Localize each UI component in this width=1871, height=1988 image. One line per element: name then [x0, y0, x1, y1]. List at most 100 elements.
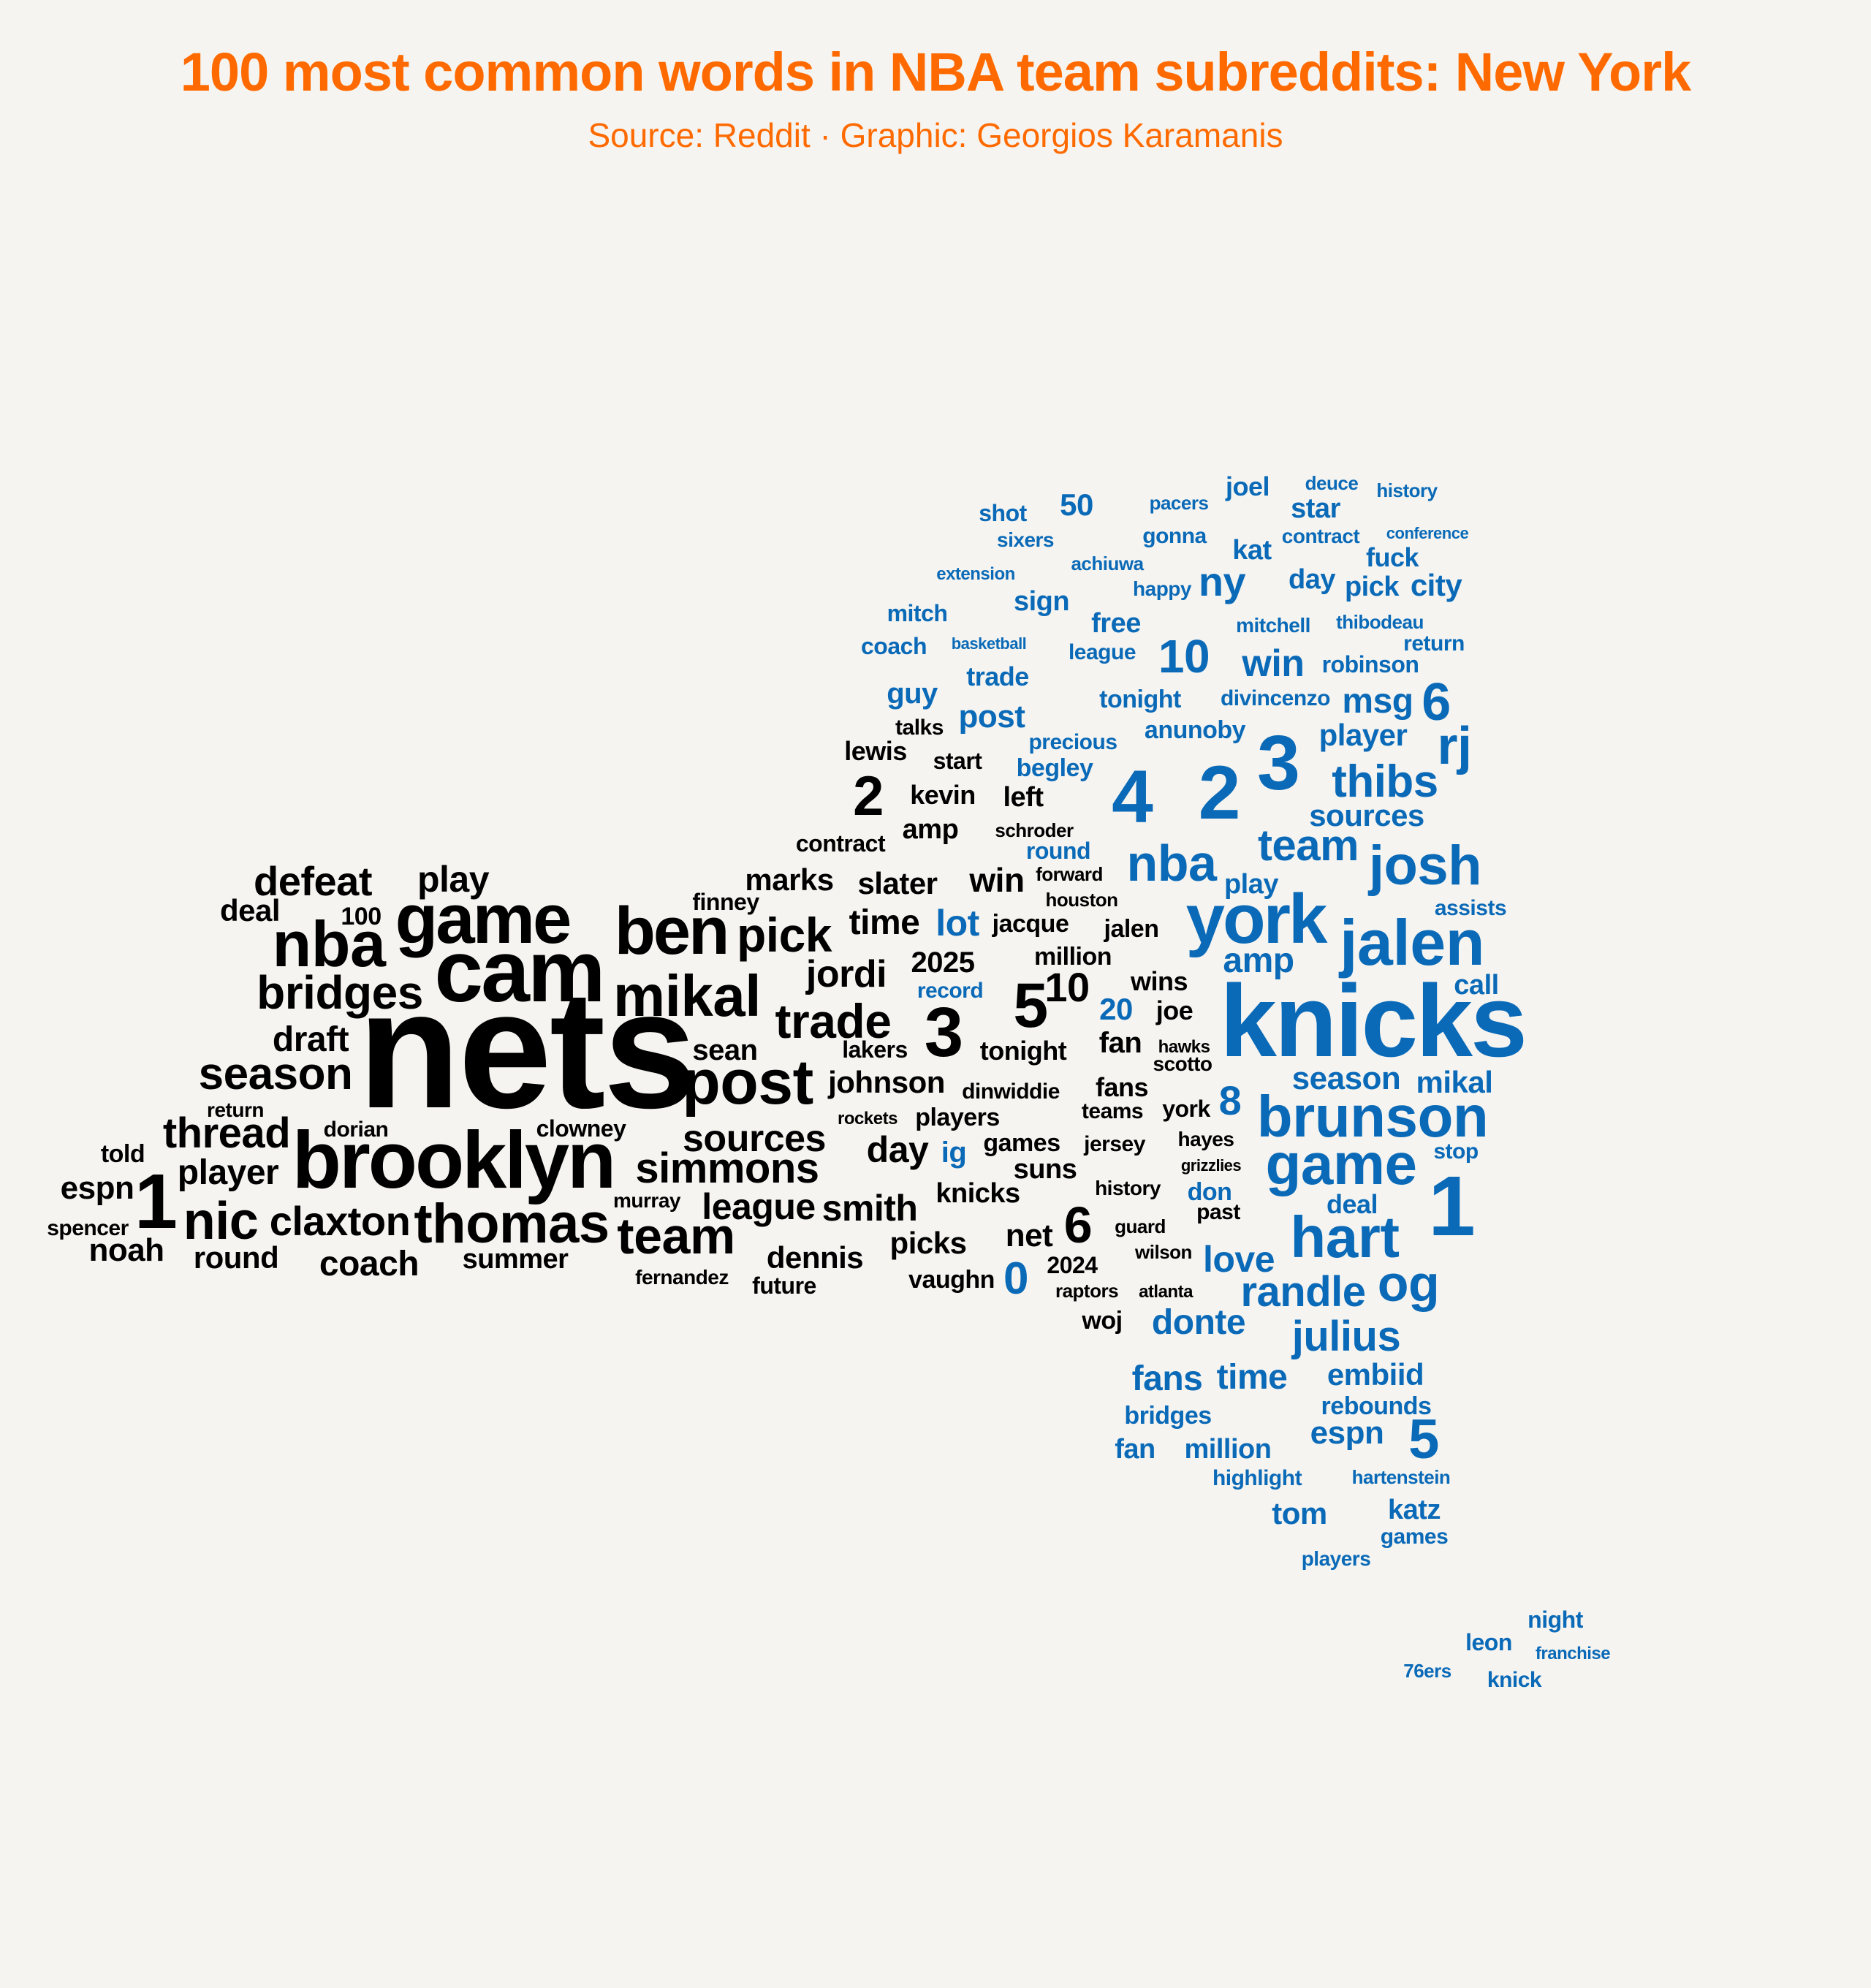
word-nets-play: play: [417, 859, 490, 900]
word-knicks-round: round: [1026, 838, 1090, 864]
word-knicks-record: record: [917, 979, 983, 1003]
word-nets-teams: teams: [1082, 1099, 1143, 1123]
word-knicks-franchise: franchise: [1536, 1644, 1610, 1663]
word-nets-forward: forward: [1036, 863, 1103, 885]
word-knicks-katz: katz: [1388, 1495, 1441, 1525]
word-nets-grizzlies: grizzlies: [1181, 1156, 1242, 1175]
word-knicks-free: free: [1091, 608, 1141, 639]
word-nets-trade: trade: [775, 994, 892, 1048]
word-knicks-fan: fan: [1115, 1434, 1155, 1465]
word-knicks-guy: guy: [887, 678, 938, 710]
word-nets-lakers: lakers: [842, 1036, 908, 1063]
word-nets-2: 2: [853, 765, 884, 827]
word-nets-marks: marks: [745, 862, 833, 897]
word-nets-fans: fans: [1096, 1072, 1148, 1102]
word-nets-suns: suns: [1014, 1154, 1077, 1185]
word-nets-season: season: [199, 1049, 353, 1099]
word-nets-thread: thread: [163, 1109, 290, 1157]
word-knicks-8: 8: [1219, 1077, 1242, 1123]
word-knicks-anunoby: anunoby: [1145, 716, 1246, 744]
word-nets-atlanta: atlanta: [1139, 1282, 1193, 1302]
word-knicks-sign: sign: [1014, 586, 1069, 617]
word-knicks-team: team: [1258, 821, 1359, 870]
word-knicks-og: og: [1378, 1255, 1440, 1312]
word-knicks-deuce: deuce: [1305, 472, 1359, 494]
word-knicks-conference: conference: [1386, 524, 1469, 542]
word-knicks-jalen: jalen: [1338, 906, 1484, 979]
word-knicks-post: post: [959, 699, 1026, 735]
word-knicks-lot: lot: [936, 903, 979, 944]
word-knicks-0: 0: [1003, 1253, 1028, 1304]
word-knicks-donte: donte: [1152, 1303, 1245, 1342]
word-knicks-3: 3: [1257, 720, 1298, 806]
word-knicks-knicks: knicks: [1220, 963, 1525, 1078]
word-nets-team: team: [617, 1207, 735, 1264]
word-nets-noah: noah: [88, 1232, 164, 1268]
word-knicks-sources: sources: [1309, 798, 1424, 832]
word-knicks-10: 10: [1158, 630, 1210, 683]
word-knicks-don: don: [1188, 1178, 1232, 1206]
word-knicks-history: history: [1376, 479, 1438, 501]
word-knicks-stop: stop: [1433, 1139, 1479, 1164]
word-nets-3: 3: [925, 993, 961, 1071]
word-nets-nba: nba: [273, 908, 387, 980]
word-knicks-ny: ny: [1199, 558, 1246, 604]
word-nets-jalen: jalen: [1104, 915, 1159, 943]
word-nets-coach: coach: [319, 1245, 419, 1283]
word-nets-jacque: jacque: [992, 910, 1069, 938]
word-knicks-season: season: [1292, 1061, 1401, 1096]
word-nets-dennis: dennis: [767, 1240, 863, 1275]
word-knicks-joel: joel: [1225, 471, 1270, 501]
word-knicks-robinson: robinson: [1322, 651, 1419, 678]
word-nets-knicks: knicks: [936, 1178, 1020, 1209]
word-nets-slater: slater: [857, 866, 937, 900]
word-knicks-hart: hart: [1290, 1204, 1399, 1270]
word-nets-player: player: [178, 1153, 278, 1192]
word-nets-nets: nets: [358, 955, 695, 1143]
word-knicks-knick: knick: [1487, 1668, 1542, 1692]
word-knicks-embiid: embiid: [1327, 1357, 1424, 1392]
word-knicks-york: york: [1186, 880, 1328, 958]
word-knicks-contract: contract: [1282, 525, 1360, 547]
word-nets-wins: wins: [1130, 966, 1188, 996]
word-nets-history: history: [1095, 1177, 1161, 1199]
word-nets-hawks: hawks: [1158, 1037, 1210, 1057]
word-nets-schroder: schroder: [995, 819, 1074, 841]
word-knicks-amp: amp: [1223, 941, 1294, 980]
word-nets-2024: 2024: [1047, 1252, 1098, 1278]
word-knicks-brunson: brunson: [1257, 1084, 1488, 1149]
word-nets-woj: woj: [1081, 1307, 1122, 1335]
word-nets-summer: summer: [463, 1244, 569, 1275]
word-nets-day: day: [867, 1129, 929, 1170]
word-nets-hayes: hayes: [1178, 1128, 1234, 1150]
word-knicks-divincenzo: divincenzo: [1221, 686, 1330, 710]
word-knicks-bridges: bridges: [1124, 1402, 1211, 1430]
word-nets-spencer: spencer: [47, 1216, 129, 1240]
word-nets-york: york: [1162, 1096, 1210, 1122]
word-nets-round: round: [194, 1240, 278, 1275]
word-nets-raptors: raptors: [1055, 1280, 1118, 1302]
word-nets-100: 100: [341, 903, 381, 930]
word-knicks-nba: nba: [1127, 835, 1218, 892]
word-knicks-mikal: mikal: [1416, 1065, 1493, 1099]
word-knicks-2: 2: [1199, 751, 1239, 835]
word-knicks-thibs: thibs: [1332, 756, 1438, 807]
word-knicks-msg: msg: [1342, 682, 1413, 721]
word-nets-future: future: [752, 1272, 816, 1299]
word-nets-simmons: simmons: [635, 1145, 819, 1192]
word-knicks-highlight: highlight: [1212, 1466, 1302, 1490]
word-knicks-begley: begley: [1017, 754, 1093, 782]
word-nets-houston: houston: [1045, 889, 1117, 911]
word-knicks-play: play: [1224, 869, 1278, 900]
word-nets-1: 1: [134, 1158, 175, 1245]
word-knicks-trade: trade: [966, 661, 1029, 691]
word-nets-espn: espn: [61, 1170, 134, 1206]
word-knicks-pick: pick: [1345, 572, 1400, 602]
word-nets-deal: deal: [220, 893, 280, 927]
word-nets-fernandez: fernandez: [635, 1266, 729, 1289]
word-nets-game: game: [395, 880, 570, 958]
word-nets-net: net: [1006, 1218, 1053, 1253]
word-nets-told: told: [101, 1140, 145, 1168]
word-nets-thomas: thomas: [414, 1193, 609, 1255]
